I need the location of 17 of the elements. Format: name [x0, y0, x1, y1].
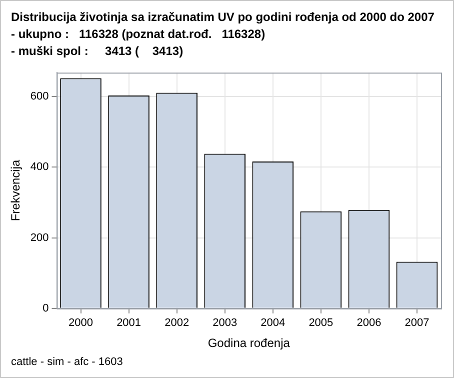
x-tick-label: 2007	[404, 317, 430, 330]
x-tick-label: 2003	[212, 317, 238, 330]
y-tick-label: 0	[42, 302, 49, 314]
chart-subtitle: - ukupno : 116328 (poznat dat.rođ. 116328) - muški spol : 3413 ( 3413)	[11, 26, 266, 60]
y-axis-title: Frekvencija	[8, 160, 23, 222]
text: cattle - sim - afc - 1603	[11, 356, 123, 368]
x-axis-title: Godina rođenja	[208, 336, 290, 350]
y-tick-label: 200	[30, 232, 49, 244]
x-tick-label: 2004	[260, 317, 286, 330]
x-tick-label: 2001	[116, 317, 142, 330]
y-tick-label: 600	[30, 90, 49, 103]
x-tick-label: 2002	[164, 317, 190, 330]
chart-title: Distribucija životinja sa izračunatim UV po godini rođenja od 2000 do 2007	[11, 9, 436, 26]
x-tick-label: 2006	[356, 317, 382, 330]
y-tick-label: 400	[30, 161, 49, 174]
x-tick-label: 2000	[68, 317, 94, 330]
x-tick-label: 2005	[308, 317, 334, 330]
